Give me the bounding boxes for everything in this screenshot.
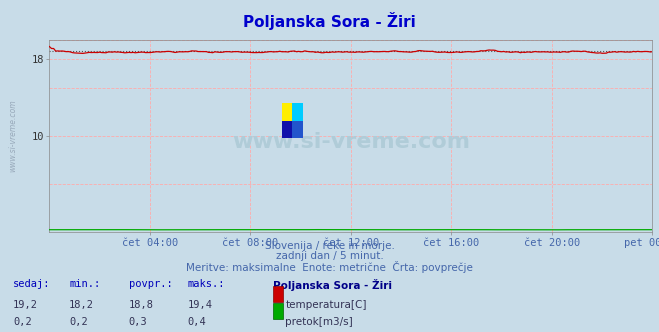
Text: www.si-vreme.com: www.si-vreme.com xyxy=(9,100,18,172)
Text: pretok[m3/s]: pretok[m3/s] xyxy=(285,317,353,327)
Text: 0,2: 0,2 xyxy=(69,317,88,327)
Text: 0,4: 0,4 xyxy=(188,317,206,327)
Text: sedaj:: sedaj: xyxy=(13,279,51,289)
Text: 18,2: 18,2 xyxy=(69,300,94,310)
Text: 0,3: 0,3 xyxy=(129,317,147,327)
Bar xyxy=(281,103,293,121)
Text: maks.:: maks.: xyxy=(188,279,225,289)
Text: Meritve: maksimalne  Enote: metrične  Črta: povprečje: Meritve: maksimalne Enote: metrične Črta… xyxy=(186,261,473,273)
Text: temperatura[C]: temperatura[C] xyxy=(285,300,367,310)
Text: zadnji dan / 5 minut.: zadnji dan / 5 minut. xyxy=(275,251,384,261)
Text: Slovenija / reke in morje.: Slovenija / reke in morje. xyxy=(264,241,395,251)
Bar xyxy=(293,103,303,121)
Bar xyxy=(281,121,293,138)
Text: Poljanska Sora - Žiri: Poljanska Sora - Žiri xyxy=(243,12,416,30)
Text: 19,4: 19,4 xyxy=(188,300,213,310)
Text: min.:: min.: xyxy=(69,279,100,289)
Text: www.si-vreme.com: www.si-vreme.com xyxy=(232,132,470,152)
Text: 18,8: 18,8 xyxy=(129,300,154,310)
Text: Poljanska Sora - Žiri: Poljanska Sora - Žiri xyxy=(273,279,393,291)
Text: povpr.:: povpr.: xyxy=(129,279,172,289)
Text: 0,2: 0,2 xyxy=(13,317,32,327)
Bar xyxy=(293,121,303,138)
Text: 19,2: 19,2 xyxy=(13,300,38,310)
